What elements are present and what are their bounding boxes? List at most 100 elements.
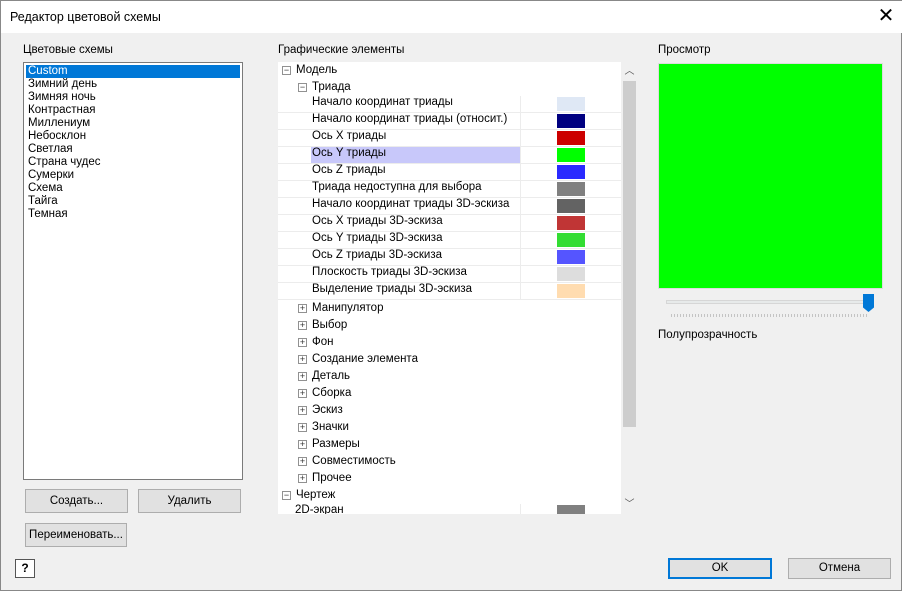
color-swatch[interactable] bbox=[557, 267, 585, 281]
tree-node-label: Чертеж bbox=[296, 489, 336, 501]
window-title: Редактор цветовой схемы bbox=[10, 10, 161, 24]
color-swatch[interactable] bbox=[557, 165, 585, 179]
ok-button[interactable]: OK bbox=[668, 558, 772, 579]
expand-icon[interactable]: + bbox=[298, 473, 307, 483]
preview-label: Просмотр bbox=[658, 44, 711, 56]
color-element-row[interactable]: Начало координат триады bbox=[278, 96, 621, 113]
expand-icon[interactable]: + bbox=[298, 439, 307, 449]
element-name: Ось X триады 3D-эскиза bbox=[312, 215, 443, 227]
expand-icon[interactable]: + bbox=[298, 371, 307, 381]
cancel-button[interactable]: Отмена bbox=[788, 558, 891, 579]
scheme-item[interactable]: Зимний день bbox=[28, 78, 98, 90]
collapse-icon[interactable]: − bbox=[298, 82, 307, 92]
color-element-row[interactable]: Начало координат триады 3D-эскиза bbox=[278, 198, 621, 215]
close-icon[interactable]: ✕ bbox=[877, 5, 895, 27]
color-preview bbox=[658, 63, 883, 289]
scheme-item[interactable]: Небосклон bbox=[28, 130, 87, 142]
color-swatch[interactable] bbox=[557, 199, 585, 213]
tree-node-label: Эскиз bbox=[312, 404, 343, 416]
color-element-row[interactable]: Ось X триады bbox=[278, 130, 621, 147]
expand-icon[interactable]: + bbox=[298, 337, 307, 347]
expand-icon[interactable]: + bbox=[298, 456, 307, 466]
color-element-row[interactable]: Триада недоступна для выбора bbox=[278, 181, 621, 198]
color-swatch[interactable] bbox=[557, 233, 585, 247]
help-icon[interactable]: ? bbox=[15, 559, 35, 578]
scroll-up-icon[interactable]: ︿ bbox=[624, 66, 635, 77]
color-swatch[interactable] bbox=[557, 114, 585, 128]
tree-node-label: Деталь bbox=[312, 370, 351, 382]
color-swatch[interactable] bbox=[557, 216, 585, 230]
tree-node-label: Создание элемента bbox=[312, 353, 418, 365]
tree-node-group[interactable]: + Фон bbox=[298, 334, 334, 351]
tree-node-triad[interactable]: − Триада bbox=[298, 79, 351, 96]
color-swatch[interactable] bbox=[557, 97, 585, 111]
tree-node-group[interactable]: + Размеры bbox=[298, 436, 360, 453]
tree-node-model[interactable]: − Модель bbox=[282, 62, 337, 79]
color-element-row[interactable]: Ось Y триады bbox=[278, 147, 621, 164]
color-element-row[interactable]: Выделение триады 3D-эскиза bbox=[278, 283, 621, 300]
collapse-icon[interactable]: − bbox=[282, 65, 291, 75]
scheme-item[interactable]: Custom bbox=[26, 65, 240, 78]
tree-node-group[interactable]: + Эскиз bbox=[298, 402, 343, 419]
scroll-down-icon[interactable]: ﹀ bbox=[624, 499, 635, 510]
slider-thumb[interactable] bbox=[863, 294, 874, 312]
column-divider bbox=[520, 266, 521, 282]
transparency-slider[interactable] bbox=[666, 300, 871, 304]
color-swatch[interactable] bbox=[557, 284, 585, 298]
color-swatch[interactable] bbox=[557, 131, 585, 145]
tree-node-group[interactable]: + Сборка bbox=[298, 385, 351, 402]
column-divider bbox=[520, 147, 521, 163]
color-swatch[interactable] bbox=[557, 148, 585, 162]
color-swatch[interactable] bbox=[557, 250, 585, 264]
delete-button[interactable]: Удалить bbox=[138, 489, 241, 513]
tree-node-group[interactable]: + Совместимость bbox=[298, 453, 396, 470]
tree-node-group[interactable]: + Создание элемента bbox=[298, 351, 418, 368]
expand-icon[interactable]: + bbox=[298, 354, 307, 364]
tree-node-group[interactable]: + Манипулятор bbox=[298, 300, 383, 317]
element-name: Ось Y триады 3D-эскиза bbox=[312, 232, 443, 244]
element-name: Ось Y триады bbox=[311, 147, 520, 163]
tree-node-label: Размеры bbox=[312, 438, 360, 450]
rename-button[interactable]: Переименовать... bbox=[25, 523, 127, 547]
color-element-row[interactable]: Ось X триады 3D-эскиза bbox=[278, 215, 621, 232]
tree-node-group[interactable]: + Деталь bbox=[298, 368, 350, 385]
color-element-row[interactable]: Ось Z триады 3D-эскиза bbox=[278, 249, 621, 266]
color-element-row[interactable]: Плоскость триады 3D-эскиза bbox=[278, 266, 621, 283]
expand-icon[interactable]: + bbox=[298, 422, 307, 432]
tree-node-drawing[interactable]: − Чертеж bbox=[282, 487, 335, 504]
slider-ticks bbox=[671, 314, 869, 317]
expand-icon[interactable]: + bbox=[298, 388, 307, 398]
color-element-row[interactable]: Начало координат триады (относит.) bbox=[278, 113, 621, 130]
scheme-item[interactable]: Миллениум bbox=[28, 117, 91, 129]
collapse-icon[interactable]: − bbox=[282, 490, 291, 500]
tree-node-label: Прочее bbox=[312, 472, 352, 484]
tree-node-group[interactable]: + Выбор bbox=[298, 317, 347, 334]
tree-node-group[interactable]: + Значки bbox=[298, 419, 349, 436]
expand-icon[interactable]: + bbox=[298, 303, 307, 313]
column-divider bbox=[520, 249, 521, 265]
color-swatch[interactable] bbox=[557, 182, 585, 196]
schemes-list[interactable]: Custom Зимний день Зимняя ночь Контрастная М… bbox=[23, 62, 243, 480]
column-divider bbox=[520, 130, 521, 146]
elements-tree[interactable]: − Модель − Триада Начало координат триады Нач… bbox=[278, 62, 638, 514]
scheme-item[interactable]: Темная bbox=[28, 208, 68, 220]
scheme-item[interactable]: Страна чудес bbox=[28, 156, 101, 168]
expand-icon[interactable]: + bbox=[298, 320, 307, 330]
elements-label: Графические элементы bbox=[278, 44, 405, 56]
tree-node-group[interactable]: + Прочее bbox=[298, 470, 352, 487]
color-element-row[interactable]: Ось Y триады 3D-эскиза bbox=[278, 232, 621, 249]
scheme-item[interactable]: Тайга bbox=[28, 195, 58, 207]
column-divider bbox=[520, 283, 521, 299]
scheme-item[interactable]: Светлая bbox=[28, 143, 73, 155]
scheme-item[interactable]: Схема bbox=[28, 182, 63, 194]
scheme-item[interactable]: Сумерки bbox=[28, 169, 75, 181]
scheme-item[interactable]: Контрастная bbox=[28, 104, 96, 116]
create-button[interactable]: Создать... bbox=[25, 489, 128, 513]
expand-icon[interactable]: + bbox=[298, 405, 307, 415]
scrollbar-thumb[interactable] bbox=[623, 81, 636, 427]
scheme-item[interactable]: Зимняя ночь bbox=[28, 91, 96, 103]
color-element-row[interactable]: Ось Z триады bbox=[278, 164, 621, 181]
color-element-row[interactable]: 2D-экран bbox=[278, 504, 621, 514]
column-divider bbox=[520, 504, 521, 514]
color-swatch[interactable] bbox=[557, 505, 585, 514]
